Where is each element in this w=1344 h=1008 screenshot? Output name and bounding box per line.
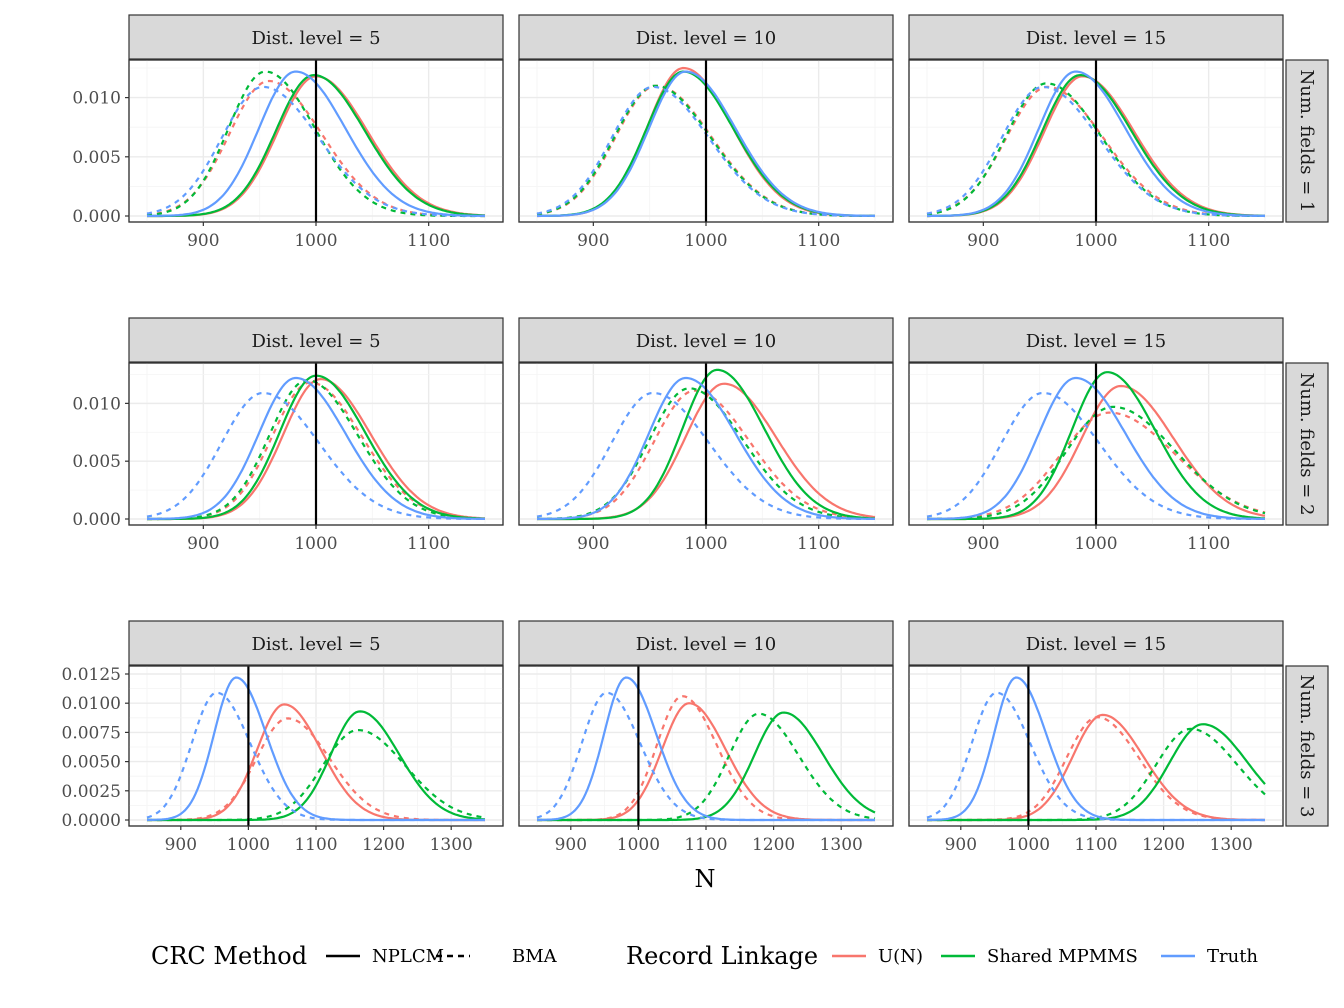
x-tick-label: 1300 (820, 835, 863, 855)
y-tick-label: 0.000 (72, 207, 121, 227)
legend-label-truth: Truth (1207, 946, 1258, 967)
x-tick-label: 1000 (1007, 835, 1050, 855)
y-tick-label: 0.000 (72, 510, 121, 530)
y-tick-label: 0.0000 (62, 811, 121, 831)
x-tick-label: 900 (967, 231, 999, 251)
x-tick-label: 1000 (1074, 534, 1117, 554)
legend-label-u-n-: U(N) (878, 946, 923, 967)
row-strip (1285, 665, 1329, 827)
density-line-shared-mpmmsbma (537, 387, 876, 520)
facet-strip-label: Dist. level = 5 (251, 634, 380, 655)
x-tick-label: 1100 (1074, 835, 1117, 855)
facet-strip-label: Dist. level = 10 (636, 331, 777, 352)
row-strip-label: Num. fields = 2 (1296, 372, 1317, 515)
x-tick-label: 1100 (407, 231, 450, 251)
facet-strip-label: Dist. level = 5 (251, 331, 380, 352)
y-tick-label: 0.010 (72, 394, 121, 414)
x-tick-label: 1100 (1187, 231, 1230, 251)
density-line-truthnplcm (536, 676, 875, 822)
legend-label-shared-mpmms: Shared MPMMS (987, 946, 1138, 967)
x-tick-label: 900 (577, 231, 609, 251)
facet-strip (518, 620, 894, 666)
x-tick-label: 1200 (362, 835, 405, 855)
facet-strip (908, 317, 1284, 363)
row-strip (1285, 59, 1329, 223)
x-tick-label: 1000 (684, 534, 727, 554)
x-tick-label: 900 (187, 534, 219, 554)
density-line-shared-mpmmsbma (927, 727, 1266, 822)
row-strip-label: Num. fields = 1 (1296, 69, 1317, 212)
density-line-shared-mpmmsbma (926, 82, 1265, 218)
row-strip-label: Num. fields = 3 (1296, 674, 1317, 817)
x-tick-label: 900 (967, 534, 999, 554)
legend-label-nplcm: NPLCM (372, 946, 444, 967)
x-tick-label: 1000 (617, 835, 660, 855)
x-tick-label: 1100 (1187, 534, 1230, 554)
y-tick-label: 0.0050 (62, 753, 121, 773)
x-tick-label: 1100 (797, 534, 840, 554)
x-tick-label: 1200 (1142, 835, 1185, 855)
x-tick-label: 1300 (1210, 835, 1253, 855)
y-tick-label: 0.0025 (62, 782, 121, 802)
x-tick-label: 900 (187, 231, 219, 251)
x-tick-label: 1100 (294, 835, 337, 855)
x-tick-label: 1100 (797, 231, 840, 251)
facet-strip (908, 620, 1284, 666)
panels-layer: 0.000 0.005 0.010 Dist. level = 5 900 1000 110… (62, 14, 1329, 855)
x-tick-label: 1000 (294, 231, 337, 251)
y-tick-label: 0.0125 (62, 665, 121, 685)
density-line-truthnplcm (146, 676, 485, 822)
facet-strip-label: Dist. level = 10 (636, 634, 777, 655)
x-tick-label: 1000 (684, 231, 727, 251)
x-axis-title: N (695, 865, 716, 893)
density-line-shared-mpmmsnplcm (927, 723, 1266, 822)
y-tick-label: 0.0100 (62, 694, 121, 714)
density-line-truthbma (926, 391, 1266, 521)
x-tick-label: 1100 (407, 534, 450, 554)
facet-strip-label: Dist. level = 10 (636, 28, 777, 49)
y-tick-label: 0.010 (72, 89, 121, 109)
y-tick-label: 0.005 (72, 148, 121, 168)
density-line-truthbma (146, 391, 486, 521)
legend: CRC Method NPLCM BMA Record Linkage U(N) Shar… (151, 942, 1258, 970)
facet-strip (518, 317, 894, 363)
y-tick-label: 0.0075 (62, 723, 121, 743)
facet-strip-label: Dist. level = 15 (1026, 634, 1167, 655)
legend-label-bma: BMA (512, 946, 558, 967)
density-line-truthbma (536, 391, 876, 521)
legend-title-record-linkage: Record Linkage (626, 942, 818, 970)
x-tick-label: 1200 (752, 835, 795, 855)
x-tick-label: 900 (555, 835, 587, 855)
facet-strip-label: Dist. level = 15 (1026, 331, 1167, 352)
density-line-shared-mpmmsbma (537, 712, 876, 822)
facet-strip-label: Dist. level = 15 (1026, 28, 1167, 49)
density-line-shared-mpmmsnplcm (147, 710, 486, 822)
x-tick-label: 1100 (684, 835, 727, 855)
x-tick-label: 1000 (227, 835, 270, 855)
facet-strip (908, 14, 1284, 60)
x-tick-label: 900 (945, 835, 977, 855)
legend-title-crc-method: CRC Method (151, 942, 307, 970)
row-strip (1285, 362, 1329, 526)
x-tick-label: 1300 (430, 835, 473, 855)
x-tick-label: 1000 (1074, 231, 1117, 251)
facet-strip (518, 14, 894, 60)
y-tick-label: 0.005 (72, 452, 121, 472)
facet-strip-label: Dist. level = 5 (251, 28, 380, 49)
facet-strip (128, 317, 504, 363)
density-line-truthnplcm (926, 676, 1265, 822)
facet-strip (128, 620, 504, 666)
facet-strip (128, 14, 504, 60)
x-tick-label: 1000 (294, 534, 337, 554)
x-tick-label: 900 (165, 835, 197, 855)
x-tick-label: 900 (577, 534, 609, 554)
